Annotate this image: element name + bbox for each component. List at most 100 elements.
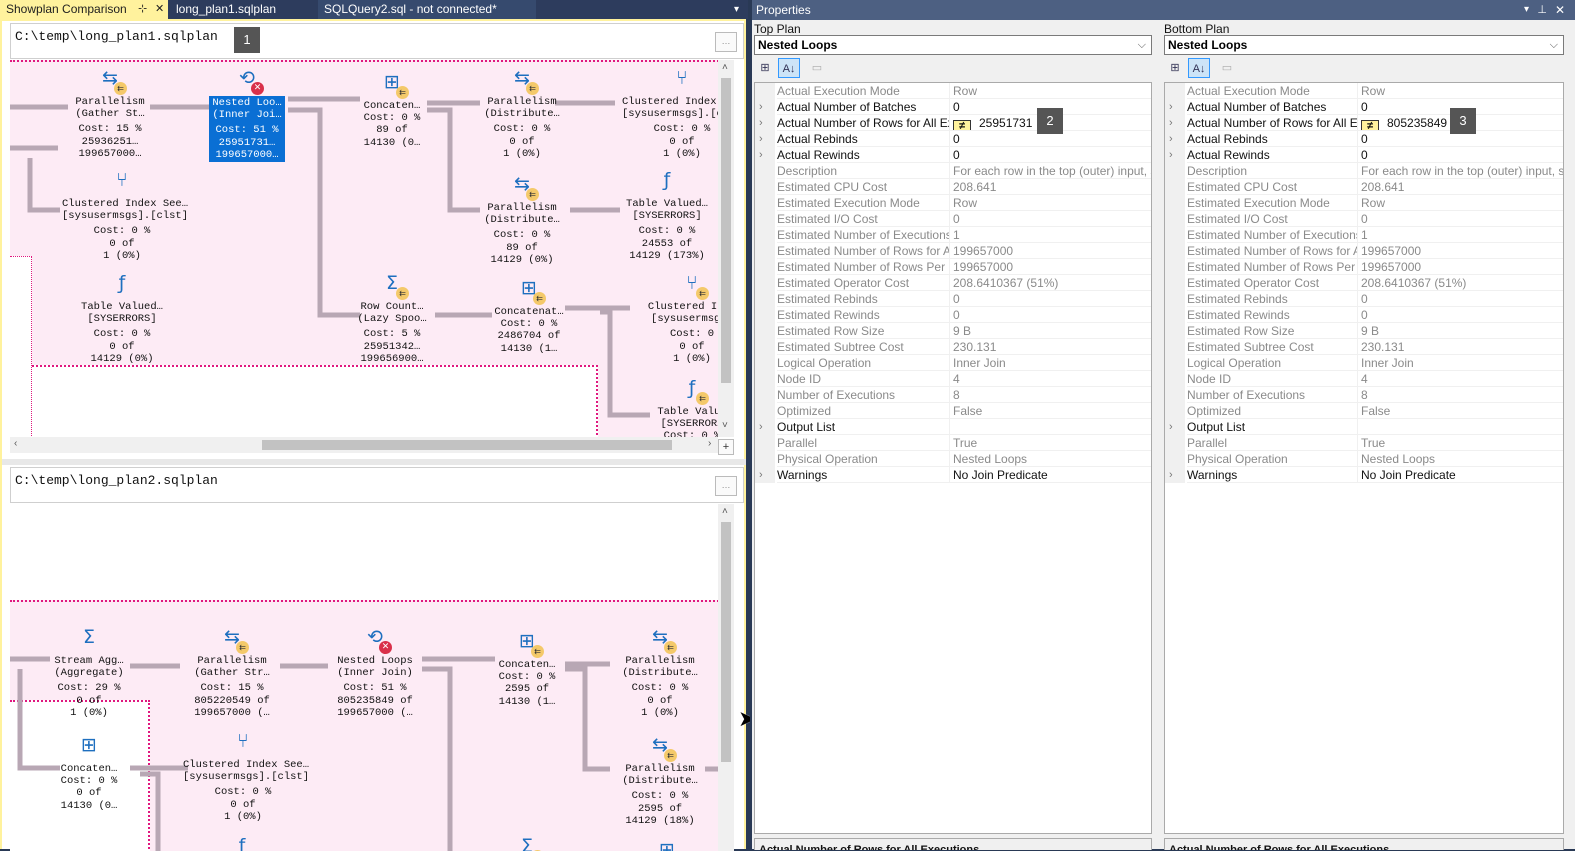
property-row[interactable]: Estimated Rebinds 0 <box>755 291 1151 307</box>
expand-chevron-icon[interactable]: › <box>1169 117 1173 129</box>
plan-node[interactable]: ⊞ ⇇ Concaten… Cost: 0 % 89 of 14130 (0… <box>332 70 452 149</box>
property-row[interactable]: Estimated Operator Cost 208.6410367 (51%… <box>1165 275 1563 291</box>
property-row[interactable]: Optimized False <box>755 403 1151 419</box>
property-row[interactable]: Estimated Number of Executions 1 <box>1165 227 1563 243</box>
plan-node[interactable]: ⊞ ⇇ Concatenat… Cost: 0 % 2486704 of 14130 (1… <box>469 276 589 355</box>
pin-icon[interactable]: ⊥ <box>1537 4 1547 16</box>
plan-node[interactable]: ⇆ ⇇ Parallelism (Distribute… Cost: 0 % 0 of 1 … <box>462 66 582 160</box>
expand-chevron-icon[interactable]: › <box>759 469 763 481</box>
expand-chevron-icon[interactable]: › <box>1169 469 1173 481</box>
expand-chevron-icon[interactable]: › <box>759 101 763 113</box>
property-row[interactable]: Estimated Rebinds 0 <box>1165 291 1563 307</box>
zoom-plus-button[interactable]: + <box>718 439 734 455</box>
property-pages-button[interactable]: ▭ <box>1221 62 1233 74</box>
plan-node[interactable]: ⑂ Clustered Index See…[sysusermsgs].[clst… <box>622 66 726 160</box>
tab-sqlquery2[interactable]: SQLQuery2.sql - not connected* <box>318 0 536 19</box>
property-row[interactable]: › Actual Rebinds 0 <box>1165 131 1563 147</box>
plan-node[interactable]: ƒ⇇Table Valu…[SYSERROR…Cost: 0 %2486704 … <box>632 376 726 437</box>
bottom-plan-more-button[interactable]: … <box>715 476 737 496</box>
property-row[interactable]: Optimized False <box>1165 403 1563 419</box>
tab-overflow-dropdown-icon[interactable]: ▾ <box>734 4 740 15</box>
plan-node[interactable]: Σ ⇇ Row Count… (Lazy Spoo… Cost: 5 % 25951342… <box>332 271 452 365</box>
property-row[interactable]: Estimated Rewinds 0 <box>755 307 1151 323</box>
expand-chevron-icon[interactable]: › <box>759 133 763 145</box>
plan-node[interactable]: ⊞ Concaten… Cost: 0 % 0 of 14130 (0… <box>29 733 149 812</box>
top-plan-horizontal-scrollbar[interactable]: ‹ › <box>10 437 718 453</box>
tab-showplan-comparison[interactable]: Showplan Comparison ⊹ ✕ <box>0 0 168 19</box>
plan-node[interactable]: Σ⇇Row Count S… <box>467 834 587 851</box>
alphabetical-sort-button[interactable]: A↓ <box>778 58 800 78</box>
close-icon[interactable]: ✕ <box>1554 3 1565 17</box>
alphabetical-sort-button[interactable]: A↓ <box>1188 58 1210 78</box>
property-row[interactable]: Actual Execution Mode Row <box>1165 83 1563 99</box>
property-row[interactable]: Node ID 4 <box>1165 371 1563 387</box>
property-row[interactable]: Number of Executions 8 <box>1165 387 1563 403</box>
categorized-button[interactable]: ⊞ <box>1170 62 1180 74</box>
property-row[interactable]: › Warnings No Join Predicate <box>1165 467 1563 483</box>
bottom-plan-diagram[interactable]: Σ Stream Agg… (Aggregate) Cost: 29 % 0 of 1 (… <box>10 504 726 851</box>
operator-selector[interactable]: Nested Loops ⌵ <box>1164 35 1564 55</box>
property-row[interactable]: Estimated CPU Cost 208.641 <box>755 179 1151 195</box>
expand-chevron-icon[interactable]: › <box>1169 149 1173 161</box>
plan-node[interactable]: ⇆ ⇇ Parallelism (Gather St… Cost: 15 % 259362… <box>50 66 170 160</box>
property-row[interactable]: Estimated Row Size 9 B <box>755 323 1151 339</box>
plan-node[interactable]: ⇆ ⇇ Parallelism (Distribute… Cost: 0 % 89 of 1… <box>462 172 582 266</box>
property-row[interactable]: Estimated Number of Rows Per Exe 1996570… <box>755 259 1151 275</box>
top-plan-vertical-scrollbar[interactable]: ˄ ˅ <box>718 60 734 437</box>
property-row[interactable]: Parallel True <box>1165 435 1563 451</box>
property-row[interactable]: › Actual Rebinds 0 <box>755 131 1151 147</box>
bottom-plan-vertical-scrollbar[interactable]: ˄ <box>718 504 734 851</box>
property-row[interactable]: Estimated Row Size 9 B <box>1165 323 1563 339</box>
property-row[interactable]: Logical Operation Inner Join <box>1165 355 1563 371</box>
property-row[interactable]: Estimated I/O Cost 0 <box>1165 211 1563 227</box>
expand-chevron-icon[interactable]: › <box>1169 421 1173 433</box>
property-row[interactable]: › Warnings No Join Predicate <box>755 467 1151 483</box>
property-row[interactable]: Node ID 4 <box>755 371 1151 387</box>
categorized-button[interactable]: ⊞ <box>760 62 770 74</box>
property-row[interactable]: Physical Operation Nested Loops <box>755 451 1151 467</box>
property-row[interactable]: Estimated Number of Rows for All E 19965… <box>1165 243 1563 259</box>
property-row[interactable]: Estimated Execution Mode Row <box>755 195 1151 211</box>
operator-selector[interactable]: Nested Loops ⌵ <box>754 35 1152 55</box>
property-pages-button[interactable]: ▭ <box>811 62 823 74</box>
plan-node[interactable]: ⑂ Clustered Index See…[sysusermsgs].[clst… <box>183 729 309 823</box>
property-row[interactable]: Parallel True <box>755 435 1151 451</box>
property-row[interactable]: › Actual Rewinds 0 <box>1165 147 1563 163</box>
property-row[interactable]: › Output List <box>1165 419 1563 435</box>
expand-chevron-icon[interactable]: › <box>759 117 763 129</box>
pin-icon[interactable]: ⊹ <box>138 3 148 15</box>
property-row[interactable]: Number of Executions 8 <box>755 387 1151 403</box>
window-menu-icon[interactable]: ▾ <box>1523 4 1529 15</box>
expand-chevron-icon[interactable]: › <box>1169 133 1173 145</box>
property-row[interactable]: Estimated Execution Mode Row <box>1165 195 1563 211</box>
plan-node[interactable]: ⊞⇇ <box>607 838 726 851</box>
plan-node[interactable]: ⑂ Clustered Index See…[sysusermsgs].[clst… <box>62 168 188 262</box>
expand-chevron-icon[interactable]: › <box>759 149 763 161</box>
expand-chevron-icon[interactable]: › <box>1169 101 1173 113</box>
plan-node[interactable]: ƒ Table Valued… [SYSERRORS] Cost: 0 % 24553 … <box>607 168 726 262</box>
property-row[interactable]: › Actual Number of Rows for All Exec ≠ 80… <box>1165 115 1563 131</box>
property-row[interactable]: › Actual Number of Batches 0 <box>1165 99 1563 115</box>
property-row[interactable]: Estimated Rewinds 0 <box>1165 307 1563 323</box>
plan-node[interactable]: ⟲ ✕ Nested Loo… (Inner Joi… Cost: 51 % 259517… <box>187 66 307 163</box>
property-row[interactable]: › Actual Rewinds 0 <box>755 147 1151 163</box>
plan-node[interactable]: Σ Stream Agg… (Aggregate) Cost: 29 % 0 of 1 (… <box>29 625 149 719</box>
close-icon[interactable]: ✕ <box>155 3 165 15</box>
property-row[interactable]: Estimated Operator Cost 208.6410367 (51%… <box>755 275 1151 291</box>
plan-node[interactable]: ⊞ ⇇ Concaten… Cost: 0 % 2595 of 14130 (1… <box>467 629 587 708</box>
pane-splitter[interactable] <box>2 459 746 465</box>
plan-node[interactable]: ⑂⇇Clustered Ind…[sysusermsgs] Cost: 00 of… <box>632 271 726 365</box>
property-row[interactable]: Estimated Number of Executions 1 <box>755 227 1151 243</box>
property-row[interactable]: Estimated Number of Rows Per Exe 1996570… <box>1165 259 1563 275</box>
property-row[interactable]: › Output List <box>755 419 1151 435</box>
property-row[interactable]: › Actual Number of Rows for All Exec ≠ 25… <box>755 115 1151 131</box>
property-row[interactable]: Description For each row in the top (out… <box>755 163 1151 179</box>
tab-long-plan1[interactable]: long_plan1.sqlplan <box>176 2 277 16</box>
plan-node[interactable]: ƒ Table Valued… [SYSERRORS] Cost: 0 % 0 of 14… <box>62 271 182 365</box>
plan-node[interactable]: ⇆ ⇇ Parallelism (Distribute… Cost: 0 % 2595 o… <box>600 733 720 827</box>
top-plan-diagram[interactable]: ⇆ ⇇ Parallelism (Gather St… Cost: 15 % 259362… <box>10 60 726 437</box>
property-row[interactable]: Estimated Subtree Cost 230.131 <box>1165 339 1563 355</box>
property-row[interactable]: Estimated Subtree Cost 230.131 <box>755 339 1151 355</box>
plan-node[interactable]: ⇆ ⇇ Parallelism (Distribute… Cost: 0 % 0 of 1 … <box>600 625 720 719</box>
